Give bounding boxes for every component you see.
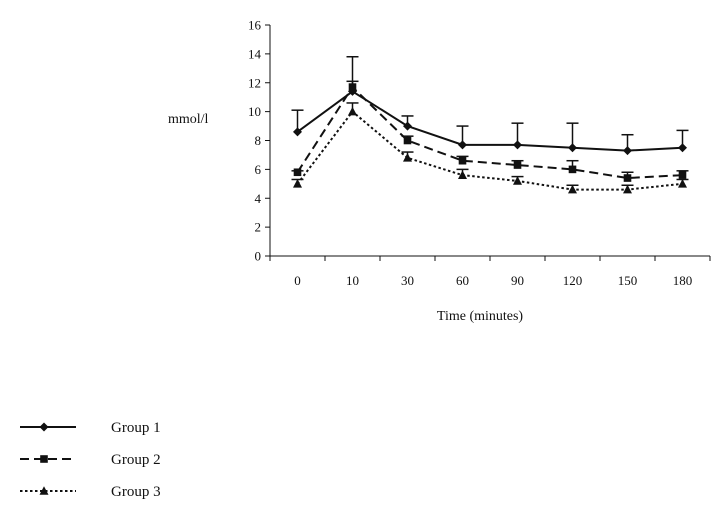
x-tick-label: 0 [294, 273, 301, 288]
series-line [296, 90, 683, 152]
data-point [403, 121, 412, 131]
y-tick-label: 4 [255, 191, 262, 206]
legend-label: Group 2 [111, 452, 161, 468]
data-point [678, 171, 687, 179]
legend-item: Group 2 [20, 452, 161, 468]
y-tick-label: 0 [255, 249, 262, 264]
legend-label: Group 3 [111, 484, 161, 500]
data-point [348, 106, 357, 116]
legend-item: Group 3 [20, 484, 161, 500]
legend-marker [39, 422, 49, 432]
data-point [568, 143, 577, 153]
data-point [513, 176, 522, 185]
y-tick-label: 6 [255, 162, 262, 177]
plot-area: 0 2 4 6 8 10 12 14 16 0 10 30 60 90 120 150 180 [248, 18, 711, 288]
data-point [513, 140, 522, 150]
x-tick-label: 30 [401, 273, 414, 288]
x-tick-label: 90 [511, 273, 524, 288]
data-point [293, 127, 302, 137]
legend: Group 1 Group 2 Group 3 [20, 420, 161, 500]
series-line [296, 110, 683, 191]
series-line [296, 85, 683, 180]
legend-item: Group 1 [20, 420, 161, 436]
y-tick-label: 16 [248, 18, 262, 33]
data-point [458, 140, 467, 150]
data-point [458, 156, 467, 165]
x-tick-label: 10 [346, 273, 359, 288]
data-point [678, 179, 687, 188]
data-point [568, 165, 577, 174]
series-2 [291, 80, 689, 182]
data-point [293, 168, 302, 177]
data-point [458, 170, 467, 179]
x-tick-label: 150 [618, 273, 638, 288]
data-point [568, 184, 577, 194]
data-point [623, 146, 632, 156]
data-point [623, 174, 632, 182]
y-tick-label: 2 [255, 220, 262, 235]
legend-marker [40, 455, 48, 463]
legend-marker [39, 486, 49, 495]
legend-label: Group 1 [111, 420, 161, 436]
x-tick-label: 120 [563, 273, 583, 288]
y-tick-label: 10 [248, 104, 261, 119]
series-3 [291, 102, 689, 194]
data-point [293, 179, 302, 188]
x-axis-label: Time (minutes) [437, 309, 524, 324]
y-axis-label: mmol/l [168, 112, 209, 127]
data-point [623, 184, 632, 194]
series-1 [291, 56, 689, 156]
data-point [678, 143, 687, 153]
data-point [513, 161, 522, 169]
y-tick-label: 8 [255, 133, 262, 148]
y-tick-label: 14 [248, 46, 262, 61]
y-tick-label: 12 [248, 75, 261, 90]
x-tick-label: 60 [456, 273, 469, 288]
data-point [403, 153, 412, 162]
x-tick-label: 180 [673, 273, 693, 288]
data-point [403, 136, 412, 145]
data-point [348, 83, 357, 91]
